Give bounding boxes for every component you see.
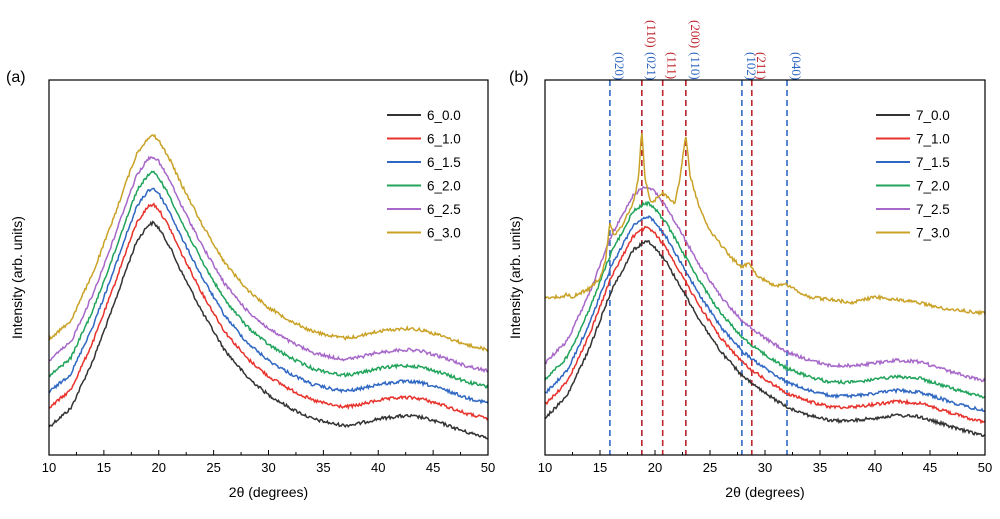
x-axis: 10 15 20 25 30 35 40 45 50 [42, 450, 495, 475]
x-tick-label: 25 [703, 460, 717, 475]
reference-lines: (020) (021) (110) (111) (110) (200) (102)(211)… [609, 20, 804, 455]
reference-line-label: (021) [644, 52, 659, 80]
legend-label: 7_2.0 [916, 179, 950, 194]
reference-line-label: (110) [644, 20, 659, 48]
reference-line-label: (040) [789, 52, 804, 80]
series-line-6_1.5 [48, 187, 489, 405]
legend: 6_0.0 6_1.0 6_1.5 6_2.0 6_2.5 6_3.0 [387, 108, 461, 241]
panel-label: (a) [6, 69, 26, 86]
series-line-6_0.0 [48, 220, 489, 440]
panel-label: (b) [509, 69, 529, 86]
x-tick-label: 50 [978, 460, 992, 475]
y-axis-label: Intensity (arb. units) [9, 216, 25, 339]
reference-line-label: (020) [612, 52, 627, 80]
legend: 7_0.0 7_1.0 7_1.5 7_2.0 7_2.5 7_3.0 [876, 108, 950, 241]
x-axis-label: 2θ (degrees) [725, 484, 804, 500]
series-line-6_2.0 [48, 170, 489, 390]
series-line-7_2.5 [544, 185, 986, 383]
series-line-7_2.0 [544, 200, 986, 399]
reference-line-label: (200) [688, 20, 703, 48]
series-line-7_1.5 [544, 215, 986, 413]
series-line-6_1.0 [48, 202, 489, 421]
legend-label: 7_1.0 [916, 132, 950, 147]
series-group [48, 133, 489, 440]
legend-label: 6_0.0 [427, 108, 461, 123]
x-tick-label: 50 [481, 460, 495, 475]
panel-a: 10 15 20 25 30 35 40 45 50 2θ (degrees) Intensity … [6, 69, 495, 500]
panel-b: (020) (021) (110) (111) (110) (200) (102)(211)… [507, 20, 992, 500]
y-axis-label: Intensity (arb. units) [507, 216, 523, 339]
x-tick-label: 40 [868, 460, 882, 475]
reference-line-label: (211) [754, 52, 769, 80]
x-tick-label: 40 [371, 460, 385, 475]
legend-label: 7_1.5 [916, 155, 950, 170]
legend-label: 6_1.0 [427, 132, 461, 147]
x-tick-label: 45 [426, 460, 440, 475]
x-tick-label: 15 [593, 460, 607, 475]
legend-label: 6_2.5 [427, 202, 461, 217]
x-tick-label: 30 [261, 460, 275, 475]
legend-label: 7_3.0 [916, 226, 950, 241]
legend-label: 6_1.5 [427, 155, 461, 170]
x-tick-label: 10 [538, 460, 552, 475]
x-tick-label: 20 [648, 460, 662, 475]
x-tick-label: 25 [206, 460, 220, 475]
series-group [544, 132, 986, 438]
series-line-6_2.5 [48, 155, 489, 374]
reference-line-label: (102) [744, 52, 759, 80]
series-line-7_0.0 [544, 240, 986, 438]
reference-line-label: (110) [688, 52, 703, 80]
series-line-7_3.0 [544, 132, 986, 317]
x-tick-label: 30 [758, 460, 772, 475]
x-axis: 10 15 20 25 30 35 40 45 50 [538, 450, 992, 475]
x-tick-label: 20 [152, 460, 166, 475]
legend-label: 6_2.0 [427, 179, 461, 194]
reference-line-label: (111) [665, 52, 680, 79]
legend-label: 7_0.0 [916, 108, 950, 123]
x-axis-label: 2θ (degrees) [229, 484, 308, 500]
x-tick-label: 10 [42, 460, 56, 475]
x-tick-label: 45 [923, 460, 937, 475]
x-tick-label: 35 [316, 460, 330, 475]
x-tick-label: 15 [97, 460, 111, 475]
series-line-6_3.0 [48, 133, 489, 353]
legend-label: 7_2.5 [916, 202, 950, 217]
legend-label: 6_3.0 [427, 226, 461, 241]
x-tick-label: 35 [813, 460, 827, 475]
series-line-7_1.0 [544, 225, 986, 425]
